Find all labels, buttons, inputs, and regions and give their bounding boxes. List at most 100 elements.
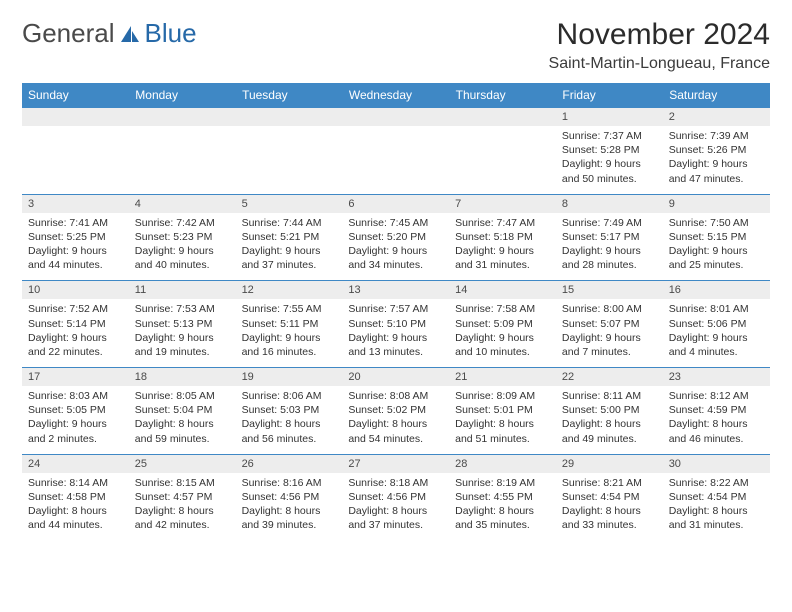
sunrise-text: Sunrise: 7:41 AM [28,216,123,230]
sunset-text: Sunset: 5:03 PM [242,403,337,417]
sunrise-text: Sunrise: 8:14 AM [28,476,123,490]
logo-text-2: Blue [145,18,197,49]
daylight-text: Daylight: 8 hours [242,417,337,431]
daylight-text: Daylight: 8 hours [562,504,657,518]
day-content-cell [22,126,129,194]
day-number-cell: 9 [663,194,770,213]
sunrise-text: Sunrise: 8:03 AM [28,389,123,403]
sunset-text: Sunset: 4:56 PM [242,490,337,504]
logo-text-1: General [22,18,115,49]
day-number-cell: 16 [663,281,770,300]
sunrise-text: Sunrise: 7:45 AM [348,216,443,230]
sunrise-text: Sunrise: 7:42 AM [135,216,230,230]
day-content-cell: Sunrise: 8:12 AMSunset: 4:59 PMDaylight:… [663,386,770,454]
daylight-text: and 4 minutes. [669,345,764,359]
sunrise-text: Sunrise: 7:39 AM [669,129,764,143]
daylight-text: Daylight: 9 hours [135,331,230,345]
day-number-cell: 3 [22,194,129,213]
day-content-cell: Sunrise: 7:55 AMSunset: 5:11 PMDaylight:… [236,299,343,367]
day-content-cell [129,126,236,194]
day-number-cell: 20 [342,368,449,387]
day-content-row: Sunrise: 7:52 AMSunset: 5:14 PMDaylight:… [22,299,770,367]
logo: General Blue [22,18,197,49]
header-bar: General Blue November 2024 Saint-Martin-… [22,18,770,73]
day-number-row: 24252627282930 [22,454,770,473]
sunset-text: Sunset: 5:13 PM [135,317,230,331]
sunrise-text: Sunrise: 7:53 AM [135,302,230,316]
day-content-cell: Sunrise: 8:16 AMSunset: 4:56 PMDaylight:… [236,473,343,541]
daylight-text: Daylight: 9 hours [28,331,123,345]
daylight-text: and 28 minutes. [562,258,657,272]
daylight-text: Daylight: 9 hours [28,244,123,258]
daylight-text: Daylight: 8 hours [135,417,230,431]
sunset-text: Sunset: 5:14 PM [28,317,123,331]
daylight-text: Daylight: 8 hours [455,417,550,431]
calendar-body: 12Sunrise: 7:37 AMSunset: 5:28 PMDayligh… [22,108,770,541]
day-number-cell: 23 [663,368,770,387]
sunrise-text: Sunrise: 7:52 AM [28,302,123,316]
day-number-cell: 28 [449,454,556,473]
sunrise-text: Sunrise: 8:08 AM [348,389,443,403]
daylight-text: and 34 minutes. [348,258,443,272]
daylight-text: and 16 minutes. [242,345,337,359]
day-number-row: 12 [22,108,770,127]
day-number-cell: 2 [663,108,770,127]
sunset-text: Sunset: 5:23 PM [135,230,230,244]
sunrise-text: Sunrise: 7:47 AM [455,216,550,230]
daylight-text: and 47 minutes. [669,172,764,186]
day-number-cell: 26 [236,454,343,473]
daylight-text: Daylight: 9 hours [669,244,764,258]
daylight-text: and 51 minutes. [455,432,550,446]
sunrise-text: Sunrise: 8:11 AM [562,389,657,403]
day-number-cell: 4 [129,194,236,213]
sunset-text: Sunset: 5:18 PM [455,230,550,244]
day-content-cell: Sunrise: 8:21 AMSunset: 4:54 PMDaylight:… [556,473,663,541]
day-content-cell: Sunrise: 8:03 AMSunset: 5:05 PMDaylight:… [22,386,129,454]
sunset-text: Sunset: 5:09 PM [455,317,550,331]
day-content-cell: Sunrise: 7:44 AMSunset: 5:21 PMDaylight:… [236,213,343,281]
day-content-cell: Sunrise: 7:58 AMSunset: 5:09 PMDaylight:… [449,299,556,367]
daylight-text: Daylight: 8 hours [669,504,764,518]
sunrise-text: Sunrise: 8:06 AM [242,389,337,403]
day-content-cell: Sunrise: 7:52 AMSunset: 5:14 PMDaylight:… [22,299,129,367]
daylight-text: and 40 minutes. [135,258,230,272]
daylight-text: and 56 minutes. [242,432,337,446]
day-number-cell: 15 [556,281,663,300]
day-content-cell: Sunrise: 8:06 AMSunset: 5:03 PMDaylight:… [236,386,343,454]
weekday-header: Sunday [22,83,129,108]
day-content-cell: Sunrise: 8:00 AMSunset: 5:07 PMDaylight:… [556,299,663,367]
sunrise-text: Sunrise: 7:37 AM [562,129,657,143]
sunset-text: Sunset: 5:07 PM [562,317,657,331]
daylight-text: and 49 minutes. [562,432,657,446]
day-content-cell: Sunrise: 8:14 AMSunset: 4:58 PMDaylight:… [22,473,129,541]
sunrise-text: Sunrise: 8:05 AM [135,389,230,403]
day-content-cell: Sunrise: 7:50 AMSunset: 5:15 PMDaylight:… [663,213,770,281]
daylight-text: Daylight: 9 hours [669,157,764,171]
day-content-cell: Sunrise: 8:15 AMSunset: 4:57 PMDaylight:… [129,473,236,541]
day-content-row: Sunrise: 8:14 AMSunset: 4:58 PMDaylight:… [22,473,770,541]
day-number-row: 17181920212223 [22,368,770,387]
sunset-text: Sunset: 5:06 PM [669,317,764,331]
day-number-cell: 17 [22,368,129,387]
day-content-cell: Sunrise: 8:01 AMSunset: 5:06 PMDaylight:… [663,299,770,367]
day-content-cell [236,126,343,194]
sunset-text: Sunset: 5:01 PM [455,403,550,417]
daylight-text: Daylight: 8 hours [242,504,337,518]
day-content-cell: Sunrise: 7:42 AMSunset: 5:23 PMDaylight:… [129,213,236,281]
daylight-text: Daylight: 8 hours [669,417,764,431]
daylight-text: Daylight: 8 hours [348,504,443,518]
sunset-text: Sunset: 4:55 PM [455,490,550,504]
daylight-text: Daylight: 9 hours [455,244,550,258]
sunrise-text: Sunrise: 7:58 AM [455,302,550,316]
sunset-text: Sunset: 5:04 PM [135,403,230,417]
day-number-cell: 12 [236,281,343,300]
sunrise-text: Sunrise: 8:09 AM [455,389,550,403]
day-number-cell: 8 [556,194,663,213]
day-number-cell: 19 [236,368,343,387]
day-content-cell: Sunrise: 8:09 AMSunset: 5:01 PMDaylight:… [449,386,556,454]
daylight-text: Daylight: 9 hours [28,417,123,431]
daylight-text: Daylight: 9 hours [348,244,443,258]
day-number-cell [342,108,449,127]
daylight-text: and 37 minutes. [242,258,337,272]
weekday-header: Thursday [449,83,556,108]
